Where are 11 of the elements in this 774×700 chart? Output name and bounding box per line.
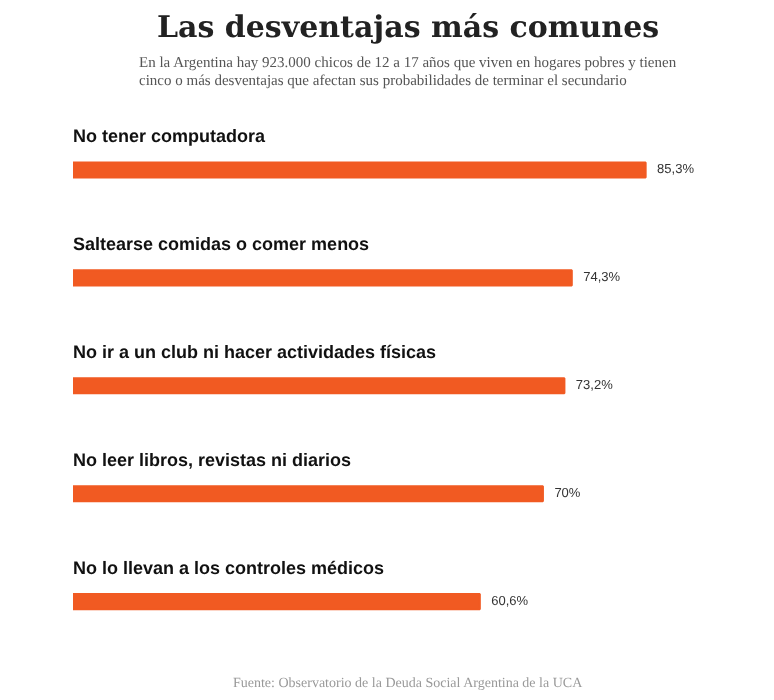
chart-title: Las desventajas más comunes — [156, 9, 660, 45]
bar — [73, 161, 647, 179]
y-tick-label: No ir a un club ni hacer actividades físicas — [73, 342, 437, 363]
y-tick-label: No lo llevan a los controles médicos — [73, 557, 385, 578]
y-tick-label: Saltearse comidas o comer menos — [73, 234, 370, 255]
bar — [73, 593, 481, 611]
y-tick-label: No leer libros, revistas ni diarios — [73, 449, 352, 470]
bar — [73, 269, 573, 287]
y-tick-label: No tener computadora — [73, 126, 268, 147]
bar — [73, 485, 544, 503]
bar — [73, 377, 566, 395]
